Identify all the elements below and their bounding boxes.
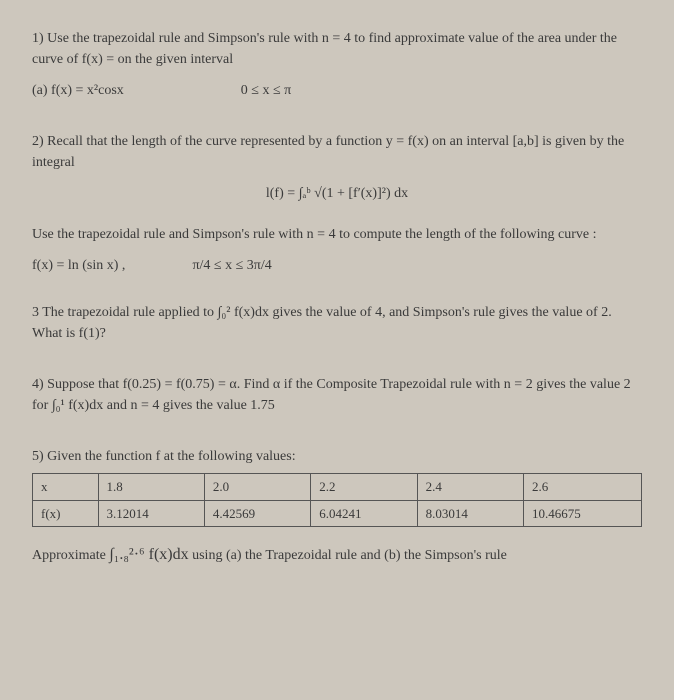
table-cell: 4.42569	[204, 500, 310, 527]
q5-table: x 1.8 2.0 2.2 2.4 2.6 f(x) 3.12014 4.425…	[32, 473, 642, 527]
table-cell: 2.0	[204, 474, 310, 501]
table-row: x 1.8 2.0 2.2 2.4 2.6	[33, 474, 642, 501]
question-5: 5) Given the function f at the following…	[32, 446, 642, 567]
question-3: 3 The trapezoidal rule applied to ∫₀² f(…	[32, 302, 642, 344]
table-cell: 2.6	[523, 474, 641, 501]
question-1: 1) Use the trapezoidal rule and Simpson'…	[32, 28, 642, 101]
q1-part-a: (a) f(x) = x²cosx 0 ≤ x ≤ π	[32, 80, 642, 101]
q2-function: f(x) = ln (sin x) ,	[32, 258, 125, 273]
question-2: 2) Recall that the length of the curve r…	[32, 131, 642, 276]
table-cell: 2.2	[311, 474, 417, 501]
table-row: f(x) 3.12014 4.42569 6.04241 8.03014 10.…	[33, 500, 642, 527]
q5-approx: Approximate ∫₁.₈²·⁶ f(x)dx using (a) the…	[32, 543, 642, 567]
q5-approx-integral: ∫₁.₈²·⁶ f(x)dx	[109, 546, 188, 563]
q2-formula: l(f) = ∫ₐᵇ √(1 + [f′(x)]²) dx	[32, 183, 642, 204]
q2-interval: π/4 ≤ x ≤ 3π/4	[192, 258, 271, 273]
table-cell: 10.46675	[523, 500, 641, 527]
q5-approx-pre: Approximate	[32, 548, 109, 563]
q5-approx-post: using (a) the Trapezoidal rule and (b) t…	[192, 548, 507, 563]
q2-text2: Use the trapezoidal rule and Simpson's r…	[32, 224, 642, 245]
q1a-interval: 0 ≤ x ≤ π	[241, 83, 291, 98]
q1-text: 1) Use the trapezoidal rule and Simpson'…	[32, 28, 642, 70]
table-cell: f(x)	[33, 500, 99, 527]
question-4: 4) Suppose that f(0.25) = f(0.75) = α. F…	[32, 374, 642, 416]
table-cell: 2.4	[417, 474, 523, 501]
q4-text: 4) Suppose that f(0.25) = f(0.75) = α. F…	[32, 377, 631, 413]
q3-text: 3 The trapezoidal rule applied to ∫₀² f(…	[32, 305, 612, 341]
q1a-function: (a) f(x) = x²cosx	[32, 83, 124, 98]
table-cell: x	[33, 474, 99, 501]
table-cell: 3.12014	[98, 500, 204, 527]
table-cell: 1.8	[98, 474, 204, 501]
q2-text1: 2) Recall that the length of the curve r…	[32, 131, 642, 173]
table-cell: 6.04241	[311, 500, 417, 527]
table-cell: 8.03014	[417, 500, 523, 527]
q5-intro: 5) Given the function f at the following…	[32, 446, 642, 467]
q2-fx-row: f(x) = ln (sin x) , π/4 ≤ x ≤ 3π/4	[32, 255, 642, 276]
